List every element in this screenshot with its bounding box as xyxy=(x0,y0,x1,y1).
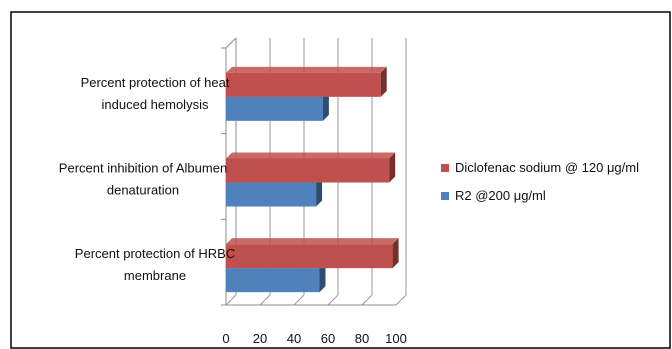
category-label: membrane xyxy=(124,268,186,283)
bar-side-face xyxy=(392,238,399,269)
category-label: induced hemolysis xyxy=(102,97,209,112)
bar xyxy=(226,268,320,293)
bar-top-face xyxy=(226,152,396,159)
bar xyxy=(226,96,323,121)
bar-top-face xyxy=(226,66,387,73)
category-label: Percent protection of heat xyxy=(81,75,230,90)
floor-gridline xyxy=(225,294,237,306)
category-label: Percent inhibition of Albumen xyxy=(59,161,227,176)
floor-gridline xyxy=(327,294,339,306)
x-tick-label: 40 xyxy=(287,331,301,346)
floor-gridline xyxy=(259,294,271,306)
plot-bars xyxy=(226,66,399,293)
bar-side-face xyxy=(322,90,329,121)
x-tick-labels: 0 20 40 60 80 100 xyxy=(222,331,406,346)
category-labels: Percent protection of HRBC membrane Percen… xyxy=(59,75,235,283)
legend-label: Diclofenac sodium @ 120 μg/ml xyxy=(455,160,639,175)
bar-side-face xyxy=(319,262,326,293)
x-tick-label: 80 xyxy=(355,331,369,346)
legend-label: R2 @200 μg/ml xyxy=(455,188,546,203)
floor-gridline xyxy=(293,294,305,306)
floor-gridline xyxy=(395,294,407,306)
left-wall-top-edge xyxy=(225,37,237,49)
bar-side-face xyxy=(389,152,396,183)
bar-side-face xyxy=(316,176,323,207)
legend: Diclofenac sodium @ 120 μg/ml R2 @200 μg/… xyxy=(441,160,639,203)
legend-swatch xyxy=(441,192,449,200)
bar-top-face xyxy=(226,238,399,245)
bar xyxy=(226,182,317,207)
bar xyxy=(226,158,390,183)
bar xyxy=(226,72,381,97)
category-label: Percent protection of HRBC xyxy=(75,246,235,261)
x-tick-label: 0 xyxy=(222,331,229,346)
category-label: denaturation xyxy=(107,183,179,198)
x-tick-label: 60 xyxy=(321,331,335,346)
x-tick-label: 100 xyxy=(385,331,407,346)
bar xyxy=(226,244,393,269)
bar-side-face xyxy=(380,66,387,97)
x-tick-label: 20 xyxy=(253,331,267,346)
floor-gridline xyxy=(361,294,373,306)
legend-swatch xyxy=(441,164,449,172)
